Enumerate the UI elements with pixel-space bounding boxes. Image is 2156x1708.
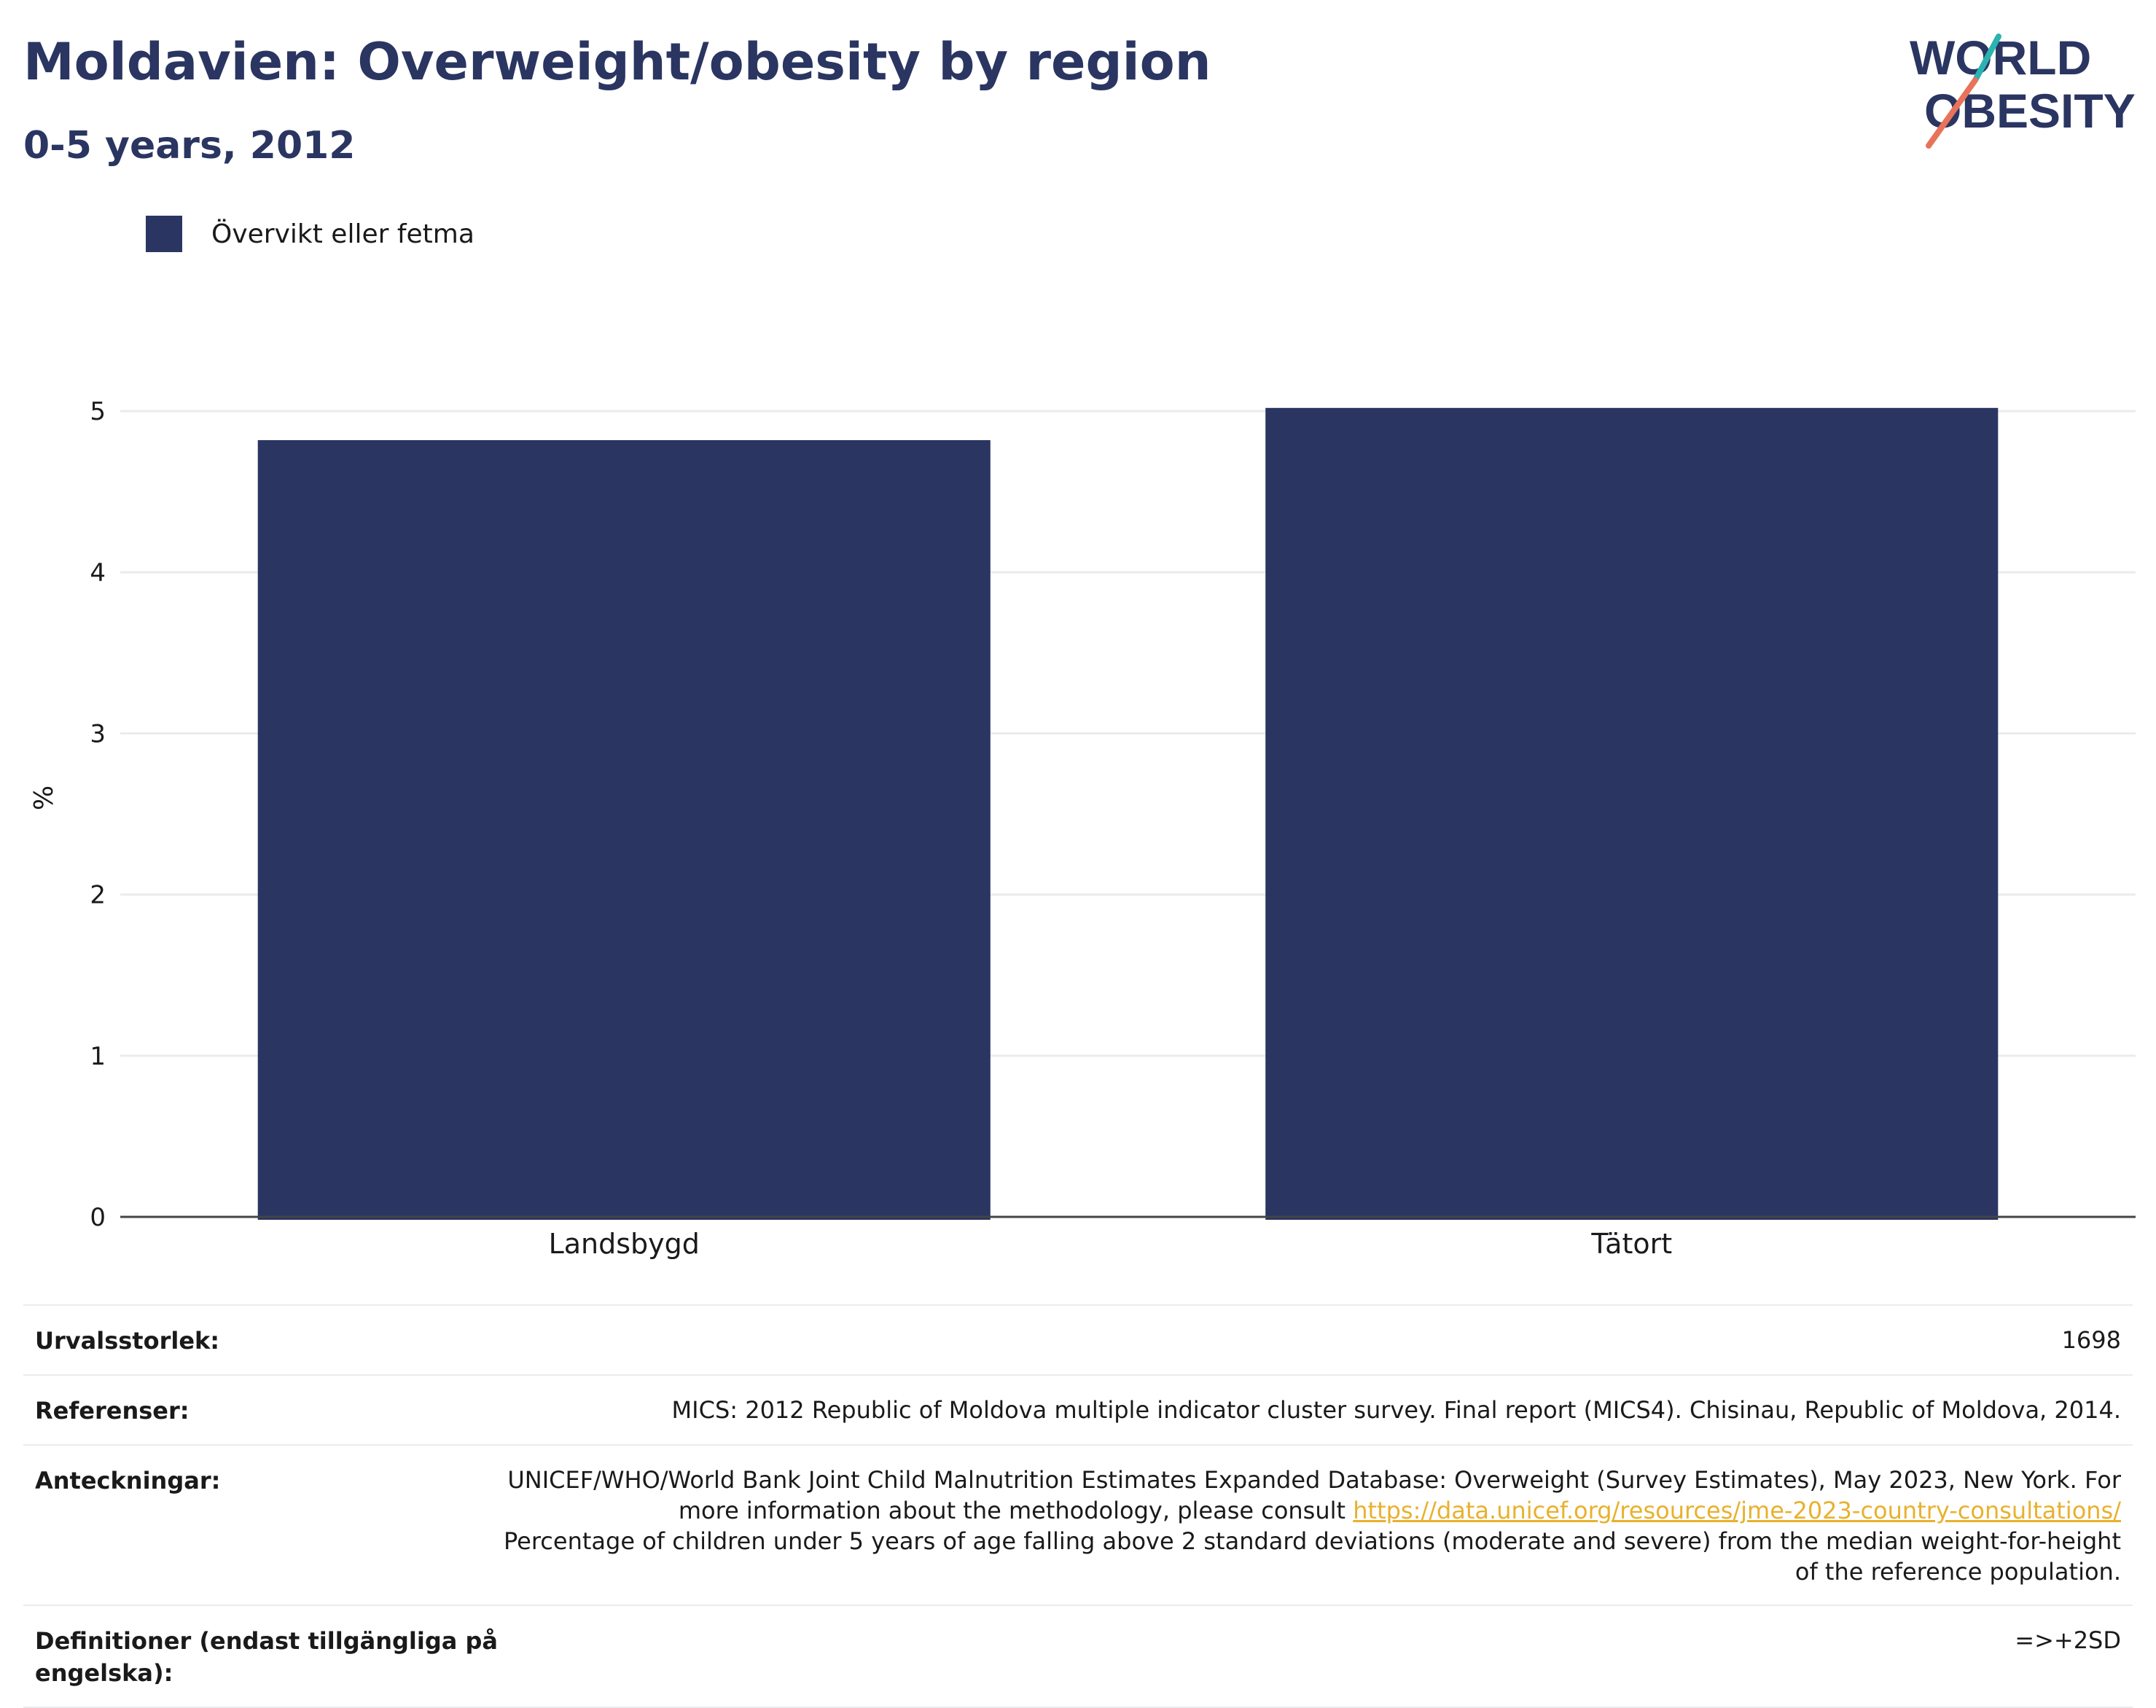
definitions-label: Definitioner (endast tillgängliga på eng… xyxy=(35,1627,498,1687)
notes-label: Anteckningar: xyxy=(35,1467,221,1494)
notes-text: UNICEF/WHO/World Bank Joint Child Malnut… xyxy=(507,1466,2121,1524)
legend-swatch xyxy=(146,216,182,252)
sample-size-label: Urvalsstorlek: xyxy=(35,1327,220,1355)
logo-slash-coral xyxy=(1926,77,1978,149)
chart-legend: Övervikt eller fetma xyxy=(146,216,474,252)
y-tick-label: 3 xyxy=(90,720,106,749)
references-value: MICS: 2012 Republic of Moldova multiple … xyxy=(671,1396,2121,1424)
y-axis-label: % xyxy=(29,786,59,810)
y-tick-label: 4 xyxy=(90,558,106,587)
page-title: Moldavien: Overweight/obesity by region xyxy=(23,32,1211,92)
y-tick-label: 2 xyxy=(90,881,106,910)
y-tick-label: 0 xyxy=(90,1203,106,1232)
definitions-value: =>+2SD xyxy=(2015,1626,2121,1654)
sample-size-value: 1698 xyxy=(2061,1326,2121,1354)
bar xyxy=(257,440,991,1220)
table-row-definitions: Definitioner (endast tillgängliga på eng… xyxy=(23,1605,2133,1708)
notes-definition-text: Percentage of children under 5 years of … xyxy=(504,1527,2121,1586)
x-tick-label: Landsbygd xyxy=(549,1228,700,1260)
notes-value: UNICEF/WHO/World Bank Joint Child Malnut… xyxy=(501,1465,2121,1587)
methodology-link[interactable]: https://data.unicef.org/resources/jme-20… xyxy=(1353,1497,2121,1524)
table-row-notes: Anteckningar: UNICEF/WHO/World Bank Join… xyxy=(23,1444,2133,1605)
info-table: Urvalsstorlek: 1698 Referenser: MICS: 20… xyxy=(23,1304,2133,1708)
logo-slash-teal xyxy=(1972,34,2001,83)
bar-chart: 0 1 2 3 4 5% Landsbygd Tätort xyxy=(29,397,2136,1260)
bar xyxy=(1265,407,1999,1221)
table-row-sample-size: Urvalsstorlek: 1698 xyxy=(23,1304,2133,1374)
y-tick-label: 5 xyxy=(90,397,106,426)
x-tick-label: Tätort xyxy=(1590,1228,1672,1260)
page-subtitle: 0-5 years, 2012 xyxy=(23,124,356,168)
world-obesity-logo: WORLD OBESITY xyxy=(1910,31,2136,149)
table-row-references: Referenser: MICS: 2012 Republic of Moldo… xyxy=(23,1374,2133,1444)
logo-line-2: OBESITY xyxy=(1924,84,2136,138)
legend-label: Övervikt eller fetma xyxy=(211,219,474,249)
y-tick-label: 1 xyxy=(90,1042,106,1071)
references-label: Referenser: xyxy=(35,1397,190,1425)
logo-line-1: WORLD xyxy=(1910,31,2091,85)
